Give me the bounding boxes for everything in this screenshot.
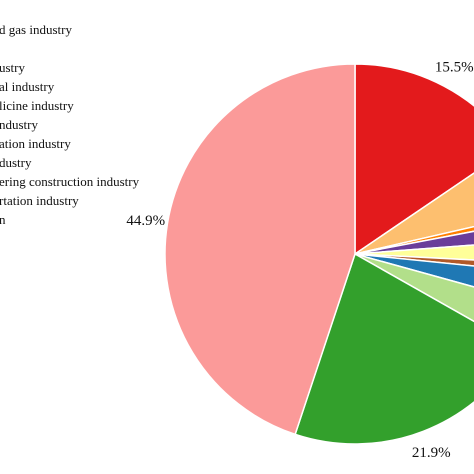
slice-percentage-label: 44.9% <box>126 213 165 229</box>
legend-entry: ndustry <box>0 117 39 132</box>
slice-percentage-label: 15.5% <box>435 60 474 76</box>
legend-entry: n <box>0 212 6 227</box>
legend-entry: ering construction industry <box>0 174 140 189</box>
pie-slice <box>354 244 474 261</box>
legend-entry: d gas industry <box>0 22 72 37</box>
legend-entry: rtation industry <box>0 193 79 208</box>
pie-slice <box>164 63 356 436</box>
legend-entry: ation industry <box>0 136 71 151</box>
legend-entry: al industry <box>0 79 55 94</box>
pie-slice <box>354 230 474 255</box>
pie-slice <box>354 225 474 255</box>
legend-entry: dustry <box>0 155 32 170</box>
percentage-labels: 15.5% 21.9% 44.9% <box>126 60 473 461</box>
slice-percentage-label: 21.9% <box>412 445 451 461</box>
pie-slices <box>164 63 474 445</box>
legend-entry: ustry <box>0 60 26 75</box>
pie-slice <box>354 172 474 255</box>
pie-slice <box>354 63 474 256</box>
legend: d gas industry ustry al industry licine ind… <box>0 22 140 227</box>
legend-entry: licine industry <box>0 98 74 113</box>
